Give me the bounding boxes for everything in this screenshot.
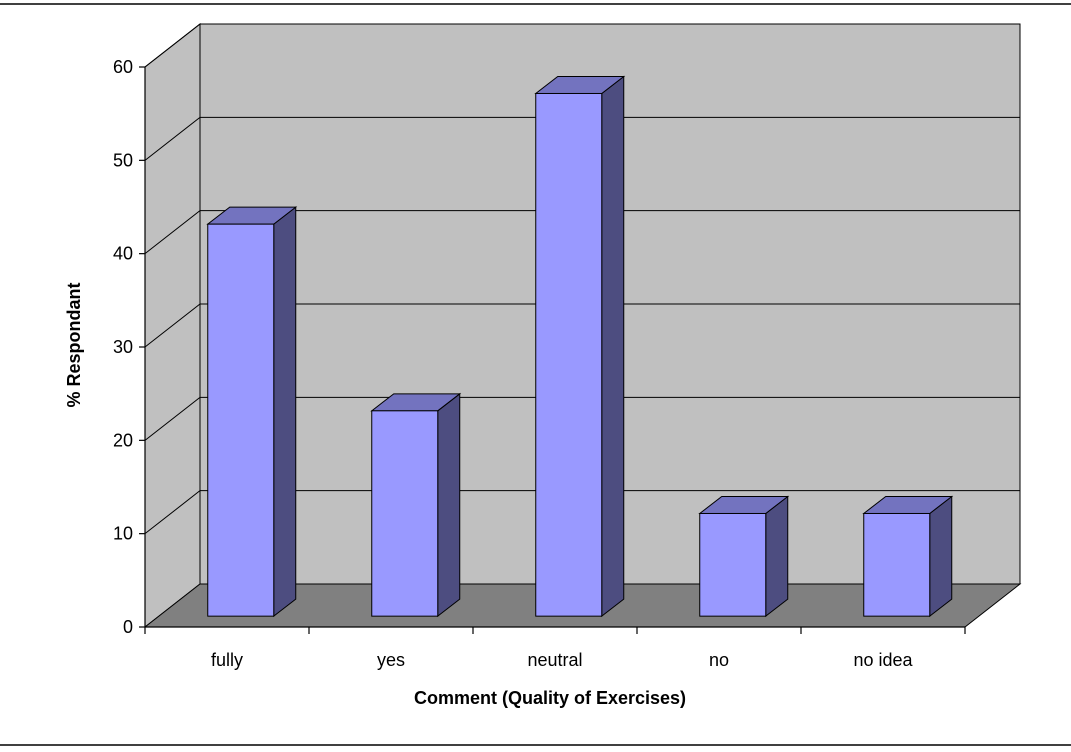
- y-tick-label: 10: [113, 524, 133, 544]
- gridline-20: [144, 396, 1020, 441]
- gridlines: [144, 23, 1020, 535]
- y-tick-label: 20: [113, 430, 133, 450]
- gridline-60: [144, 23, 1020, 68]
- x-tick-label: fully: [211, 650, 243, 670]
- bar-fully: [206, 206, 298, 618]
- gridline-10: [144, 490, 1020, 535]
- bar-side: [601, 75, 625, 618]
- x-tick-label: yes: [377, 650, 405, 670]
- y-tick-label: 50: [113, 150, 133, 170]
- bar-yes: [370, 392, 462, 618]
- gridline-30: [144, 303, 1020, 348]
- y-tick-label: 0: [123, 617, 133, 637]
- y-axis-title: % Respondant: [64, 282, 84, 407]
- gridline-50: [144, 116, 1020, 161]
- bar-front: [535, 92, 603, 617]
- gridline-40: [144, 210, 1020, 255]
- bar-front: [699, 512, 767, 617]
- bar-no-idea: [862, 495, 954, 618]
- bars: [206, 75, 954, 618]
- bar-side: [273, 206, 297, 618]
- bar-no: [698, 495, 790, 618]
- y-tick-label: 60: [113, 57, 133, 77]
- y-tick-label: 40: [113, 244, 133, 264]
- tick-labels: 0 10 20 30 40 50 60 fully yes neutral no no idea: [113, 57, 914, 670]
- x-tick-label: neutral: [527, 650, 582, 670]
- bar-side: [929, 495, 953, 618]
- bar-front: [207, 223, 275, 617]
- bar-side: [765, 495, 789, 618]
- x-tick-label: no idea: [853, 650, 913, 670]
- axes: [139, 66, 966, 634]
- bar-side: [437, 392, 461, 618]
- y-tick-label: 30: [113, 337, 133, 357]
- x-tick-label: no: [709, 650, 729, 670]
- bar-front: [371, 410, 439, 617]
- bar-front: [863, 512, 931, 617]
- bar-neutral: [534, 75, 626, 618]
- x-axis-title: Comment (Quality of Exercises): [414, 688, 686, 708]
